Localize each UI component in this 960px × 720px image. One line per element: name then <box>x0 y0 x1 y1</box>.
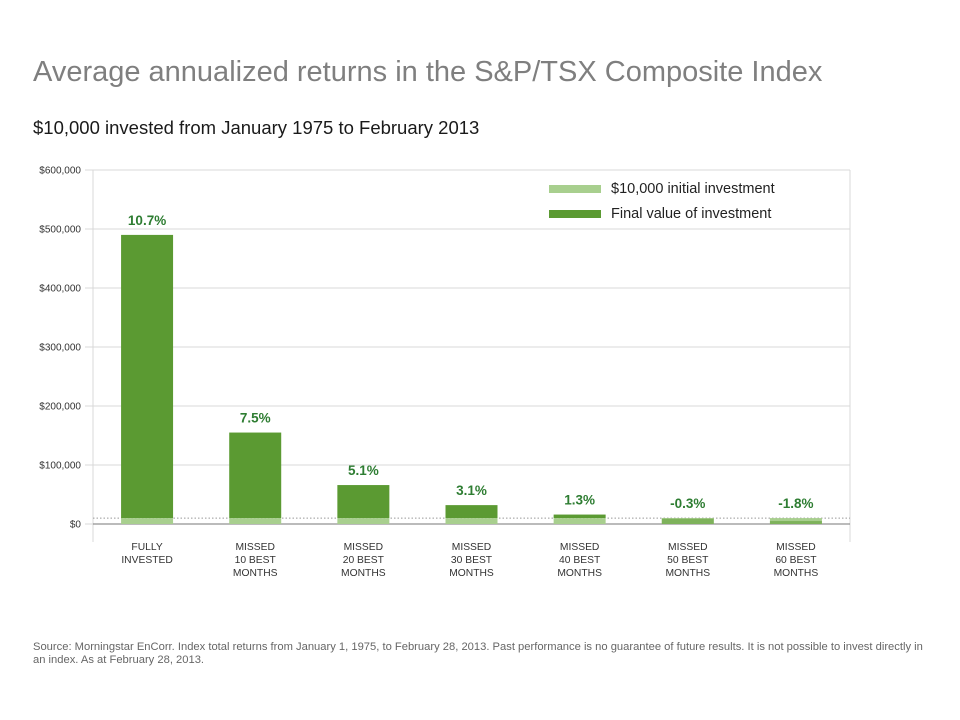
x-tick-label: 60 BEST <box>775 555 817 566</box>
data-label: 1.3% <box>564 493 595 508</box>
y-tick-label: $300,000 <box>39 343 81 354</box>
x-tick-label: 50 BEST <box>667 555 709 566</box>
bar-final-value <box>337 485 390 519</box>
bar-final-value <box>553 514 606 519</box>
legend-label-final: Final value of investment <box>611 206 771 222</box>
bar-final-value <box>121 234 174 519</box>
x-tick-label: 40 BEST <box>559 555 601 566</box>
x-tick-label: MONTHS <box>665 568 710 579</box>
bar-initial-investment <box>121 518 174 524</box>
bar-initial-investment <box>553 518 606 524</box>
x-tick-label: MISSED <box>668 542 707 553</box>
x-tick-label: FULLY <box>131 542 162 553</box>
y-tick-label: $100,000 <box>39 461 81 472</box>
x-tick-label: 10 BEST <box>235 555 277 566</box>
x-tick-label: MISSED <box>344 542 383 553</box>
legend-label-initial: $10,000 initial investment <box>611 181 775 197</box>
bar-initial-investment <box>229 518 282 524</box>
gridlines <box>85 169 851 542</box>
data-label: -1.8% <box>778 496 813 511</box>
y-tick-label: $400,000 <box>39 284 81 295</box>
bar-initial-investment <box>445 518 498 524</box>
x-axis: FULLY INVESTED MISSED 10 BEST MONTHS MISSED 20… <box>121 542 818 579</box>
x-tick-label: MONTHS <box>449 568 494 579</box>
data-label: -0.3% <box>670 496 705 511</box>
bar-final-value <box>445 505 498 519</box>
source-note: Source: Morningstar EnCorr. Index total … <box>33 641 923 666</box>
legend-swatch-final <box>549 210 601 218</box>
bar-chart: $0 $100,000 $200,000 $300,000 $400,000 $500,0… <box>39 166 851 579</box>
bars <box>121 234 822 524</box>
x-tick-label: MONTHS <box>341 568 386 579</box>
legend-swatch-initial <box>549 185 601 193</box>
x-tick-label: MISSED <box>776 542 815 553</box>
chart-title: Average annualized returns in the S&P/TS… <box>33 56 823 88</box>
y-tick-label: $500,000 <box>39 225 81 236</box>
data-labels: 10.7% 7.5% 5.1% 3.1% 1.3% -0.3% -1.8% <box>128 213 814 511</box>
x-tick-label: MONTHS <box>557 568 602 579</box>
y-tick-label: $0 <box>70 520 82 531</box>
legend: $10,000 initial investment Final value of… <box>549 181 775 222</box>
bar-initial-investment <box>337 518 390 524</box>
y-tick-label: $200,000 <box>39 402 81 413</box>
data-label: 7.5% <box>240 411 271 426</box>
chart-subtitle: $10,000 invested from January 1975 to Fe… <box>33 117 480 138</box>
bar-final-value <box>661 518 714 524</box>
x-tick-label: MISSED <box>452 542 491 553</box>
x-tick-label: MISSED <box>235 542 274 553</box>
x-tick-label: INVESTED <box>121 555 173 566</box>
y-tick-label: $600,000 <box>39 166 81 177</box>
data-label: 5.1% <box>348 463 379 478</box>
x-tick-label: MISSED <box>560 542 599 553</box>
data-label: 10.7% <box>128 213 166 228</box>
x-tick-label: 20 BEST <box>343 555 385 566</box>
bar-final-value <box>769 521 822 524</box>
x-tick-label: MONTHS <box>774 568 819 579</box>
x-tick-label: 30 BEST <box>451 555 493 566</box>
x-tick-label: MONTHS <box>233 568 278 579</box>
bar-final-value <box>229 432 282 519</box>
y-axis: $0 $100,000 $200,000 $300,000 $400,000 $500,0… <box>39 166 81 531</box>
data-label: 3.1% <box>456 483 487 498</box>
